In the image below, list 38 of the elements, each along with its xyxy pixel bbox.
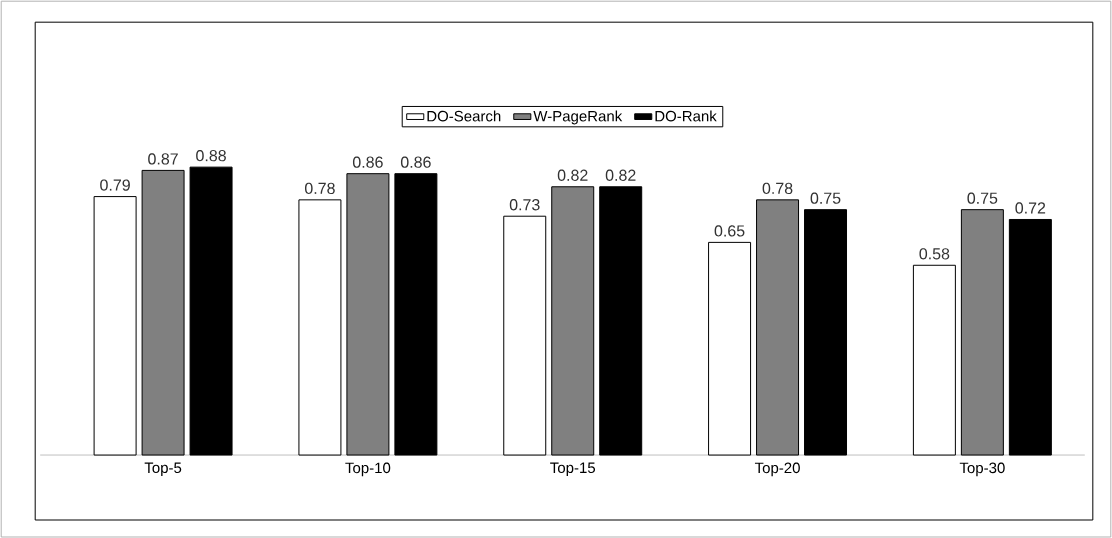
data-label: 0.87	[148, 153, 178, 165]
bar	[551, 186, 595, 456]
bar	[599, 186, 643, 456]
legend-label: DO-Search	[427, 110, 501, 122]
data-label: 0.72	[1015, 202, 1046, 214]
x-tick-label: Top-5	[144, 462, 182, 476]
data-label: 0.79	[100, 179, 130, 191]
data-label: 0.88	[196, 149, 226, 162]
bar	[93, 195, 137, 456]
data-label: 0.82	[605, 169, 636, 181]
bar	[1008, 218, 1052, 456]
x-tick-label: Top-30	[959, 462, 1005, 477]
x-tick-label: Top-20	[754, 462, 800, 477]
legend-label: W-PageRank	[533, 110, 623, 125]
data-label: 0.65	[714, 225, 745, 237]
bar	[141, 169, 185, 456]
bar	[708, 241, 752, 456]
bar	[503, 215, 547, 456]
data-label: 0.58	[919, 248, 950, 260]
data-label: 0.78	[762, 182, 793, 194]
bar	[912, 264, 956, 456]
bar	[804, 209, 848, 456]
bar	[346, 173, 390, 456]
bar	[298, 199, 342, 456]
data-label: 0.75	[810, 192, 841, 204]
bar	[960, 209, 1004, 456]
legend-label: DO-Rank	[655, 110, 717, 122]
x-tick-label: Top-10	[345, 462, 391, 477]
data-label: 0.86	[400, 156, 431, 168]
data-label: 0.82	[557, 169, 588, 181]
data-label: 0.73	[509, 198, 540, 211]
x-tick-label: Top-15	[550, 462, 596, 476]
data-label: 0.86	[352, 156, 383, 168]
bar	[756, 199, 800, 456]
data-label: 0.75	[967, 192, 998, 204]
data-label: 0.78	[304, 182, 335, 194]
bar	[394, 173, 438, 456]
bar	[189, 166, 233, 456]
